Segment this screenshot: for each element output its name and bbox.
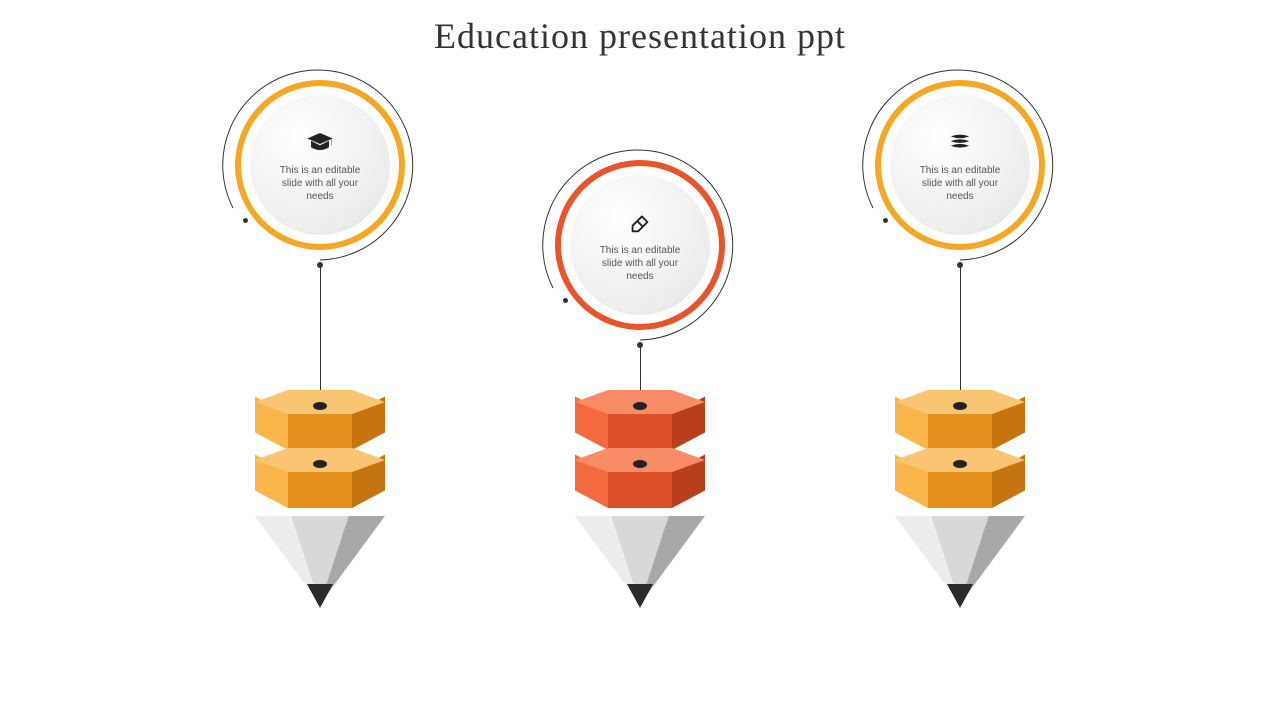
- infographic-item-1: This is an editable slide with all your …: [180, 70, 460, 260]
- hex-dot-2-top: [633, 402, 647, 410]
- connector-dot-1: [317, 262, 323, 268]
- connector-line-1: [320, 265, 321, 400]
- hex-segment-3-top: [895, 400, 1025, 450]
- caption-2: This is an editable slide with all your …: [590, 244, 690, 283]
- graduation-cap-icon: [306, 128, 334, 156]
- hex-dot-2-bottom: [633, 460, 647, 468]
- hex-segment-2-top: [575, 400, 705, 450]
- eraser-icon: [626, 208, 654, 236]
- pencil-tip-3: [895, 516, 1025, 616]
- hex-segment-3-bottom: [895, 458, 1025, 508]
- pencil-3: [895, 400, 1025, 616]
- spiral-dot-1: [243, 218, 248, 223]
- pencil-tip-2: [575, 516, 705, 616]
- spiral-dot-2: [563, 298, 568, 303]
- caption-3: This is an editable slide with all your …: [910, 164, 1010, 203]
- pencil-2: [575, 400, 705, 616]
- hex-segment-2-bottom: [575, 458, 705, 508]
- hex-segment-1-top: [255, 400, 385, 450]
- hex-segment-1-bottom: [255, 458, 385, 508]
- inner-circle-2: This is an editable slide with all your …: [570, 175, 710, 315]
- connector-dot-2: [637, 342, 643, 348]
- hex-dot-3-bottom: [953, 460, 967, 468]
- hex-dot-1-top: [313, 402, 327, 410]
- infographic-container: This is an editable slide with all your …: [0, 70, 1280, 720]
- circle-badge-1: This is an editable slide with all your …: [225, 70, 415, 260]
- connector-line-3: [960, 265, 961, 400]
- hex-dot-1-bottom: [313, 460, 327, 468]
- slide-title: Education presentation ppt: [0, 0, 1280, 57]
- circle-badge-3: This is an editable slide with all your …: [865, 70, 1055, 260]
- infographic-item-2: This is an editable slide with all your …: [500, 70, 780, 260]
- pencil-1: [255, 400, 385, 616]
- books-icon: [946, 128, 974, 156]
- spiral-dot-3: [883, 218, 888, 223]
- connector-dot-3: [957, 262, 963, 268]
- hex-dot-3-top: [953, 402, 967, 410]
- circle-badge-2: This is an editable slide with all your …: [545, 150, 735, 340]
- inner-circle-1: This is an editable slide with all your …: [250, 95, 390, 235]
- infographic-item-3: This is an editable slide with all your …: [820, 70, 1100, 260]
- pencil-tip-1: [255, 516, 385, 616]
- caption-1: This is an editable slide with all your …: [270, 164, 370, 203]
- inner-circle-3: This is an editable slide with all your …: [890, 95, 1030, 235]
